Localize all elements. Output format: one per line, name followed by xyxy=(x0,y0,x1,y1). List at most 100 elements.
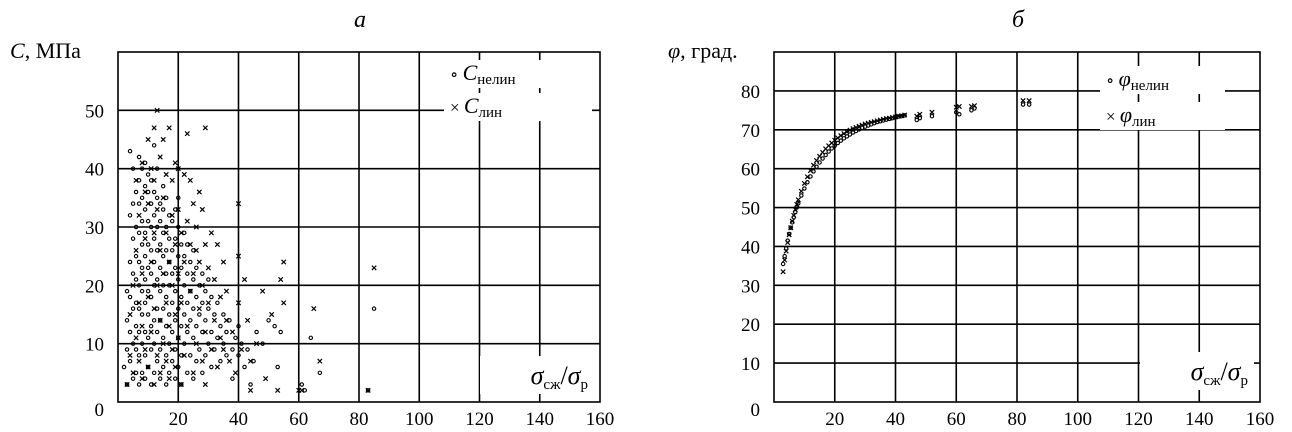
data-point-circle xyxy=(142,300,148,306)
data-point-cross xyxy=(783,248,789,254)
y-tick-label: 30 xyxy=(85,218,104,239)
data-point-cross xyxy=(142,346,148,353)
data-point-cross xyxy=(205,265,211,271)
data-point-cross xyxy=(780,269,786,275)
data-point-cross xyxy=(1020,97,1026,104)
data-point-circle xyxy=(169,300,175,306)
data-point-circle xyxy=(124,288,130,294)
data-point-cross xyxy=(223,288,230,294)
data-point-circle xyxy=(278,329,283,335)
data-point-circle xyxy=(136,353,142,358)
data-point-circle xyxy=(124,347,130,352)
data-point-circle xyxy=(829,146,834,151)
x-tick-label: 80 xyxy=(1008,409,1027,430)
data-point-circle xyxy=(203,318,208,323)
data-point-circle xyxy=(176,253,181,259)
data-point-circle xyxy=(166,259,172,265)
y-tick-label: 50 xyxy=(741,199,760,220)
data-point-cross xyxy=(136,358,142,364)
data-point-circle xyxy=(1026,102,1032,107)
data-point-cross xyxy=(786,232,792,238)
data-point-cross xyxy=(278,276,284,283)
data-point-cross xyxy=(217,294,224,300)
x-axis-title: σсж/σр xyxy=(1191,357,1248,389)
data-point-cross xyxy=(139,271,145,277)
data-point-circle xyxy=(145,189,151,195)
data-point-circle xyxy=(826,149,831,154)
x-tick-label: 60 xyxy=(289,409,308,430)
data-point-circle xyxy=(142,183,148,189)
data-point-circle xyxy=(148,178,154,183)
data-point-cross xyxy=(847,127,853,133)
data-point-circle xyxy=(206,341,211,346)
data-point-circle xyxy=(182,253,187,259)
data-point-circle xyxy=(151,143,157,148)
data-point-circle xyxy=(166,236,172,241)
data-point-circle xyxy=(179,382,184,387)
data-point-cross xyxy=(127,311,133,318)
data-point-circle xyxy=(130,271,136,276)
data-point-circle xyxy=(163,224,169,230)
data-point-circle xyxy=(227,318,232,323)
data-point-circle xyxy=(148,323,154,329)
data-point-circle xyxy=(176,364,181,370)
data-point-circle xyxy=(233,335,238,341)
data-point-cross xyxy=(208,230,215,236)
data-point-circle xyxy=(139,166,145,171)
x-axis-title-background xyxy=(480,356,594,394)
data-point-circle xyxy=(1020,102,1026,107)
data-point-cross xyxy=(160,271,166,277)
data-point-circle xyxy=(127,294,133,300)
data-point-circle xyxy=(788,225,793,231)
data-point-cross xyxy=(247,387,254,393)
data-point-cross xyxy=(211,276,218,283)
data-point-circle xyxy=(127,148,133,154)
data-point-circle xyxy=(808,174,813,179)
data-point-circle xyxy=(902,113,907,118)
data-point-circle xyxy=(188,288,193,294)
data-point-circle xyxy=(151,370,157,376)
data-point-circle xyxy=(260,341,265,346)
data-point-cross xyxy=(226,358,233,364)
data-point-cross xyxy=(798,188,804,194)
data-point-cross xyxy=(299,387,305,393)
data-point-cross xyxy=(247,358,254,364)
data-point-cross xyxy=(794,201,800,208)
data-point-circle xyxy=(969,108,974,113)
data-point-circle xyxy=(142,253,148,259)
data-point-circle xyxy=(148,201,154,206)
data-point-cross xyxy=(202,241,208,248)
data-point-cross xyxy=(232,370,239,376)
data-point-cross xyxy=(807,167,814,174)
data-point-circle xyxy=(191,335,196,341)
data-point-circle xyxy=(820,156,825,161)
data-point-cross xyxy=(217,335,224,341)
data-point-cross xyxy=(169,346,175,353)
data-point-cross xyxy=(262,376,269,382)
x-tick-label: 160 xyxy=(586,409,615,430)
data-point-circle xyxy=(182,312,187,317)
data-point-circle xyxy=(179,265,184,271)
data-point-circle xyxy=(224,329,229,335)
x-tick-label: 40 xyxy=(886,409,905,430)
data-point-cross xyxy=(178,230,184,236)
data-point-circle xyxy=(145,312,151,317)
data-point-circle xyxy=(308,335,314,341)
data-point-circle xyxy=(130,201,136,206)
data-point-circle xyxy=(236,323,241,329)
data-point-circle xyxy=(136,329,142,335)
legend-entry: ∘ Cнелин xyxy=(450,60,516,88)
data-point-circle xyxy=(154,166,160,171)
data-point-circle xyxy=(163,323,169,329)
data-point-cross xyxy=(154,282,160,288)
data-point-circle xyxy=(182,341,187,346)
data-point-cross xyxy=(199,282,205,288)
data-point-circle xyxy=(166,312,172,317)
data-point-cross xyxy=(181,171,187,178)
data-point-circle xyxy=(130,306,136,311)
data-point-circle xyxy=(151,283,157,288)
chart-panel-a: а 20 40 60 80 100 120 140 160 0 10 20 30 40 50 C, МПа ∘ … xyxy=(10,7,614,430)
data-point-circle xyxy=(133,277,139,282)
data-point-cross xyxy=(175,271,181,277)
